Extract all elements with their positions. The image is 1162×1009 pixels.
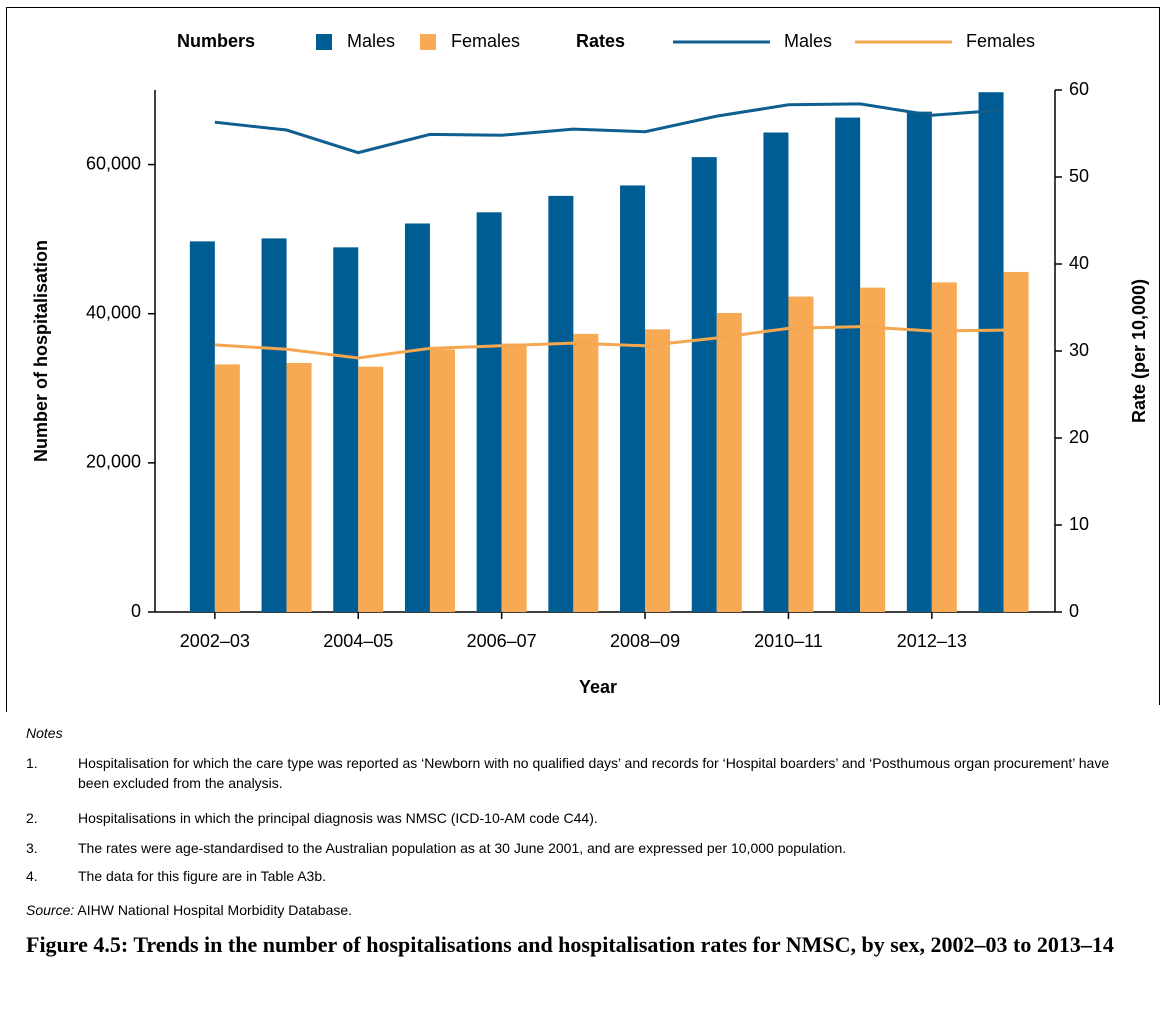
- frame: [6, 7, 1160, 712]
- x-axis-title: Year: [579, 677, 617, 697]
- note-number: 4.: [26, 868, 38, 884]
- legend-label: Females: [966, 31, 1035, 51]
- legend-swatch: [316, 34, 332, 50]
- bar: [716, 312, 742, 612]
- y2-axis-title: Rate (per 10,000): [1129, 279, 1149, 423]
- y2-tick-label: 30: [1069, 340, 1089, 360]
- note-number: 1.: [26, 755, 38, 771]
- bar: [333, 247, 359, 613]
- bar: [261, 238, 287, 612]
- chart: Year Number of hospitalisation Rate (per…: [6, 7, 1160, 712]
- source-label: Source:: [26, 902, 75, 918]
- legend-title: Numbers: [177, 31, 255, 51]
- source: Source: AIHW National Hospital Morbidity…: [26, 900, 352, 920]
- bar: [645, 329, 671, 612]
- bar: [763, 132, 789, 612]
- bar: [548, 195, 574, 613]
- bar: [573, 333, 599, 612]
- bar: [931, 282, 957, 612]
- source-text: AIHW National Hospital Morbidity Databas…: [77, 902, 353, 918]
- note-text: Hospitalisation for which the care type …: [78, 755, 1110, 791]
- y-tick-label: 20,000: [86, 452, 141, 472]
- x-tick-label: 2010–11: [754, 631, 823, 651]
- bar: [691, 157, 717, 612]
- bar: [214, 364, 240, 612]
- x-tick-label: 2008–09: [610, 631, 680, 651]
- note-number: 3.: [26, 840, 38, 856]
- line: [214, 102, 1004, 155]
- bar: [286, 362, 312, 612]
- y2-tick-label: 0: [1069, 601, 1079, 621]
- bar: [189, 241, 215, 612]
- x-tick-label: 2002–03: [180, 631, 250, 651]
- y-tick-label: 0: [131, 601, 141, 621]
- note-text: The data for this figure are in Table A3…: [78, 868, 327, 884]
- y2-tick-label: 60: [1069, 79, 1089, 99]
- bar: [978, 92, 1004, 613]
- y-tick-label: 60,000: [86, 153, 141, 173]
- y2-tick-label: 50: [1069, 166, 1089, 186]
- y2-tick-label: 20: [1069, 427, 1089, 447]
- bar: [788, 296, 814, 612]
- bar: [906, 111, 932, 612]
- bar: [501, 343, 527, 612]
- bar: [835, 117, 861, 612]
- x-tick-label: 2006–07: [467, 631, 537, 651]
- bar: [476, 212, 502, 612]
- bar: [860, 287, 886, 612]
- bar: [358, 366, 384, 612]
- y-axis-title: Number of hospitalisation: [31, 240, 51, 462]
- bar: [620, 185, 646, 613]
- note-number: 2.: [26, 810, 38, 826]
- note-text: The rates were age-standardised to the A…: [78, 840, 847, 856]
- line: [214, 325, 1004, 360]
- legend-label: Females: [451, 31, 520, 51]
- figure-caption: Figure 4.5: Trends in the number of hosp…: [26, 932, 1114, 957]
- y2-tick-label: 40: [1069, 253, 1089, 273]
- legend-label: Males: [784, 31, 832, 51]
- notes-heading: Notes: [26, 725, 63, 741]
- x-tick-label: 2004–05: [323, 631, 393, 651]
- y2-tick-label: 10: [1069, 514, 1089, 534]
- bar: [1003, 271, 1029, 612]
- legend-swatch: [420, 34, 436, 50]
- x-tick-label: 2012–13: [897, 631, 967, 651]
- y-tick-label: 40,000: [86, 302, 141, 322]
- legend-label: Males: [347, 31, 395, 51]
- bar: [429, 349, 455, 612]
- bar: [404, 223, 430, 613]
- note-text: Hospitalisations in which the principal …: [78, 810, 598, 826]
- legend-title: Rates: [576, 31, 625, 51]
